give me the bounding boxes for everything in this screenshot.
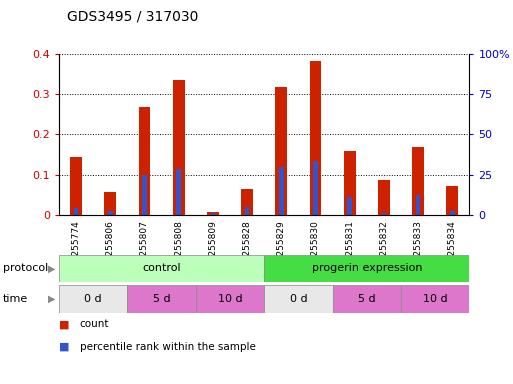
Text: percentile rank within the sample: percentile rank within the sample [80,342,255,352]
Text: 0 d: 0 d [84,294,102,304]
Bar [74,208,78,215]
Bar [264,285,332,313]
Text: 0 d: 0 d [289,294,307,304]
Bar [313,161,318,215]
Text: ▶: ▶ [48,263,55,273]
Text: time: time [3,294,28,304]
Bar [108,211,112,215]
Bar [401,285,469,313]
Bar [412,147,424,215]
Bar [382,213,386,215]
Text: ▶: ▶ [48,294,55,304]
Bar [416,195,420,215]
Bar [279,167,284,215]
Text: ■: ■ [59,342,69,352]
Bar [70,157,82,215]
Text: 5 d: 5 d [358,294,376,304]
Bar [59,255,264,282]
Bar [127,285,196,313]
Bar [104,192,116,215]
Text: 5 d: 5 d [153,294,170,304]
Bar [264,255,469,282]
Bar [446,186,458,215]
Text: progerin expression: progerin expression [311,263,422,273]
Text: count: count [80,319,109,329]
Bar [176,169,181,215]
Bar [347,197,352,215]
Bar [378,180,390,215]
Bar [173,80,185,215]
Bar [139,107,150,215]
Text: control: control [142,263,181,273]
Text: GDS3495 / 317030: GDS3495 / 317030 [67,10,198,23]
Bar [59,285,127,313]
Bar [211,213,215,215]
Text: 10 d: 10 d [423,294,447,304]
Bar [344,151,356,215]
Bar [275,87,287,215]
Bar [142,175,147,215]
Bar [332,285,401,313]
Bar [309,61,322,215]
Text: 10 d: 10 d [218,294,242,304]
Bar [241,189,253,215]
Text: protocol: protocol [3,263,48,273]
Text: ■: ■ [59,319,69,329]
Bar [245,207,249,215]
Bar [450,211,455,215]
Bar [196,285,264,313]
Bar [207,212,219,215]
